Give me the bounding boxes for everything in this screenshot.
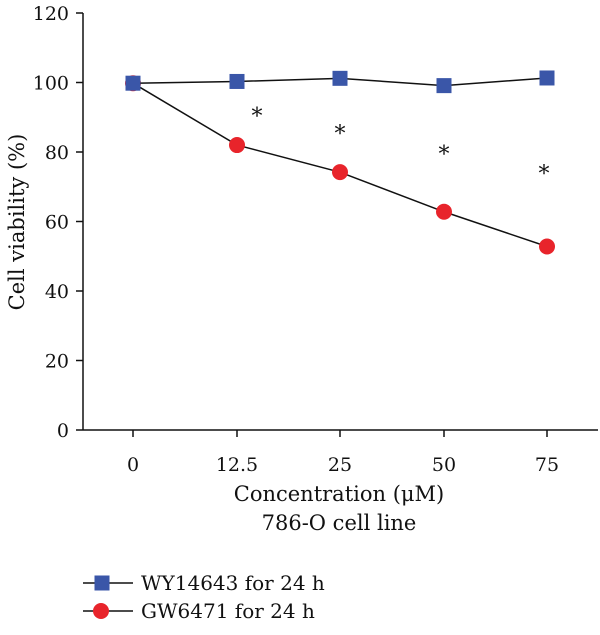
legend-circle-marker — [93, 603, 109, 619]
legend-item: WY14643 for 24 h — [83, 571, 325, 595]
data-point-circle — [539, 238, 555, 255]
data-point-circle — [229, 137, 245, 154]
y-tick-label: 0 — [57, 420, 69, 442]
data-point-square — [332, 70, 348, 86]
legend-square-marker — [94, 575, 110, 591]
annotation-layer: * * * * — [252, 105, 550, 187]
y-axis-ticks: 0 20 40 60 80 100 120 — [33, 3, 83, 442]
series-layer — [125, 70, 555, 255]
data-point-square — [436, 78, 452, 94]
y-tick-label: 40 — [45, 281, 69, 303]
y-tick-label: 100 — [33, 73, 69, 95]
legend-label: WY14643 for 24 h — [141, 571, 325, 595]
data-point-square — [229, 73, 245, 89]
data-point-circle — [332, 164, 348, 181]
legend-item: GW6471 for 24 h — [83, 599, 315, 623]
x-tick-label: 25 — [328, 454, 352, 476]
significance-asterisk: * — [335, 122, 346, 147]
y-tick-label: 80 — [45, 142, 69, 164]
x-tick-label: 0 — [127, 454, 139, 476]
legend: WY14643 for 24 h GW6471 for 24 h — [83, 571, 325, 623]
series-gw6471 — [125, 75, 555, 255]
x-tick-label: 12.5 — [216, 454, 258, 476]
x-axis-label: Concentration (μM) — [234, 482, 444, 506]
y-axis-label: Cell viability (%) — [5, 134, 29, 311]
data-point-square — [125, 75, 141, 91]
x-tick-label: 75 — [535, 454, 559, 476]
y-tick-label: 60 — [45, 212, 69, 234]
significance-asterisk: * — [252, 105, 263, 130]
data-point-circle — [436, 203, 452, 220]
x-tick-label: 50 — [432, 454, 456, 476]
x-axis-sublabel: 786-O cell line — [262, 511, 417, 535]
legend-label: GW6471 for 24 h — [141, 599, 315, 623]
series-wy14643 — [125, 70, 555, 94]
significance-asterisk: * — [539, 162, 550, 187]
x-axis-ticks: 0 12.5 25 50 75 — [127, 430, 559, 476]
data-point-square — [539, 70, 555, 86]
significance-asterisk: * — [439, 143, 450, 168]
y-tick-label: 120 — [33, 3, 69, 25]
y-tick-label: 20 — [45, 351, 69, 373]
